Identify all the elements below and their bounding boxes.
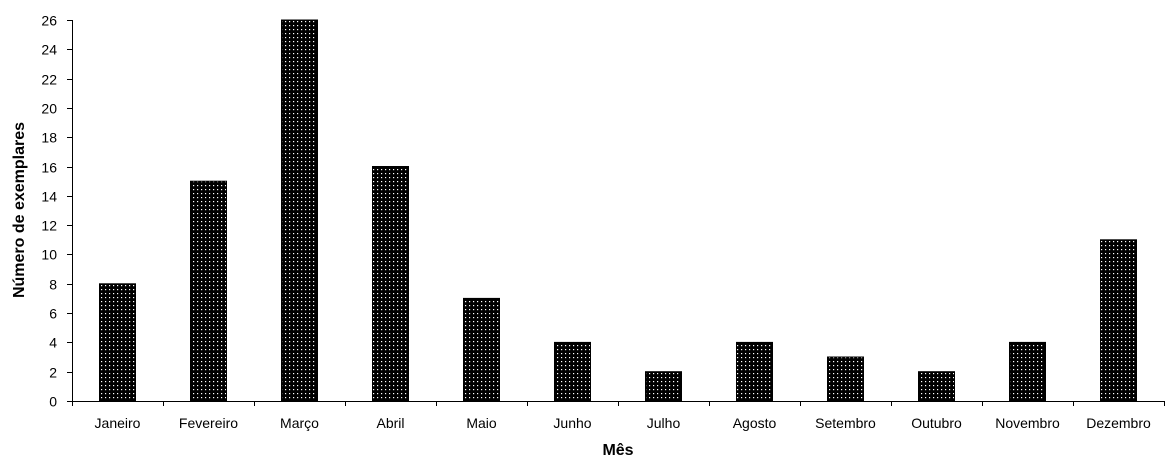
y-tick-label: 18 [41, 130, 57, 146]
y-axis-title: Número de exemplares [11, 122, 28, 298]
bar-julho [645, 371, 682, 402]
x-tick-label: Setembro [815, 415, 876, 431]
bar-janeiro [99, 283, 136, 402]
y-tick-label: 24 [41, 42, 57, 58]
x-tick-label: Fevereiro [179, 415, 238, 431]
y-tick-label: 4 [49, 335, 57, 351]
bar-fevereiro [190, 180, 227, 402]
y-tick-label: 12 [41, 218, 57, 234]
y-tick-label: 22 [41, 72, 57, 88]
bar-marco [281, 19, 318, 402]
bar-junho [554, 341, 591, 402]
bar-dezembro [1100, 239, 1137, 402]
x-tick-label: Outubro [911, 415, 962, 431]
x-tick-label: Julho [647, 415, 681, 431]
y-tick-label: 2 [49, 365, 57, 381]
x-tick-label: Maio [466, 415, 497, 431]
y-tick-label: 0 [49, 394, 57, 410]
bar-maio [463, 297, 500, 402]
bar-setembro [827, 356, 864, 402]
x-axis-title: Mês [602, 442, 633, 459]
bar-abril [372, 166, 409, 402]
y-axis-ticks [67, 20, 72, 402]
x-tick-label: Agosto [733, 415, 777, 431]
y-tick-label: 8 [49, 277, 57, 293]
y-tick-label: 14 [41, 189, 57, 205]
x-tick-label: Junho [553, 415, 591, 431]
y-tick-label: 16 [41, 160, 57, 176]
bar-novembro [1009, 341, 1046, 402]
y-tick-label: 6 [49, 306, 57, 322]
x-tick-label: Dezembro [1086, 415, 1151, 431]
x-axis-tick-labels: Janeiro Fevereiro Março Abril Maio Junho Julho… [95, 415, 1151, 431]
x-tick-label: Abril [376, 415, 404, 431]
y-tick-label: 10 [41, 247, 57, 263]
bar-agosto [736, 341, 773, 402]
bars [99, 19, 1137, 402]
y-tick-label: 20 [41, 101, 57, 117]
x-tick-label: Novembro [995, 415, 1060, 431]
x-tick-label: Janeiro [95, 415, 141, 431]
bar-outubro [918, 371, 955, 402]
y-tick-label: 26 [41, 13, 57, 29]
x-tick-label: Março [280, 415, 319, 431]
